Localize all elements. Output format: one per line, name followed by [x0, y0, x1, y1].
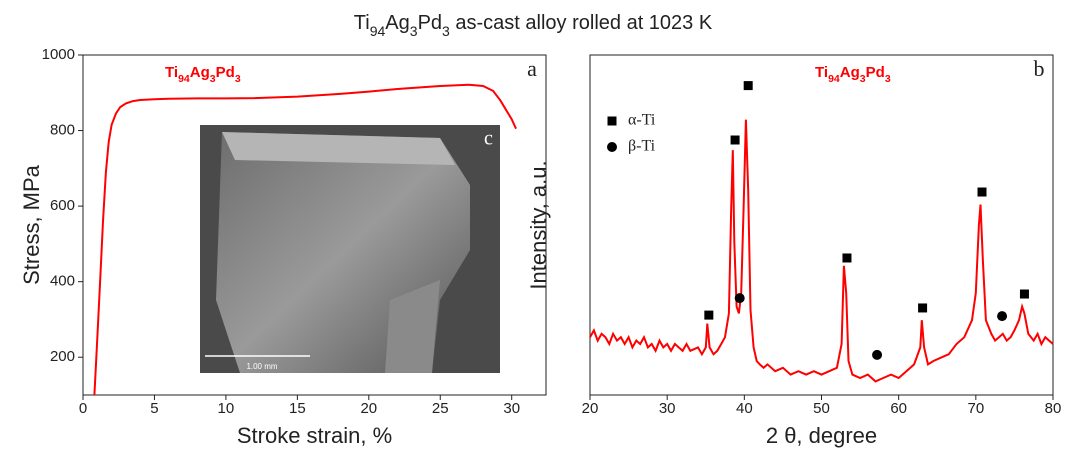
x-tick-label: 0: [79, 400, 87, 417]
x-tick-label: 10: [218, 400, 235, 417]
phase-marker: [731, 136, 740, 145]
x-tick-label: 5: [150, 400, 158, 417]
phase-marker: [997, 311, 1007, 321]
phase-marker: [978, 188, 987, 197]
y-tick-label: 600: [50, 197, 75, 214]
legend-marker: [607, 142, 617, 152]
phase-marker: [918, 303, 927, 312]
x-tick-label: 60: [890, 400, 907, 417]
y-axis-label: Intensity, a.u.: [526, 160, 551, 289]
x-tick-label: 50: [813, 400, 830, 417]
x-tick-label: 40: [736, 400, 753, 417]
y-axis-label: Stress, MPa: [19, 164, 44, 285]
x-tick-label: 30: [659, 400, 676, 417]
panel-label: b: [1034, 56, 1045, 81]
phase-marker: [735, 293, 745, 303]
annotation: Ti94Ag3Pd3: [165, 64, 241, 85]
y-tick-label: 1000: [42, 46, 75, 63]
x-axis-label: 2 θ, degree: [766, 423, 877, 448]
phase-marker: [744, 81, 753, 90]
x-tick-label: 30: [503, 400, 520, 417]
legend-label: α-Ti: [628, 112, 656, 129]
inset-label: c: [484, 128, 493, 150]
x-tick-label: 20: [582, 400, 599, 417]
phase-marker: [1020, 290, 1029, 299]
data-line: [590, 120, 1053, 382]
annotation: Ti94Ag3Pd3: [815, 64, 891, 85]
x-tick-label: 80: [1045, 400, 1062, 417]
plot-frame: [590, 55, 1053, 395]
x-tick-label: 70: [967, 400, 984, 417]
x-tick-label: 20: [360, 400, 377, 417]
x-axis-label: Stroke strain, %: [237, 423, 392, 448]
x-tick-label: 25: [432, 400, 449, 417]
y-tick-label: 200: [50, 348, 75, 365]
y-tick-label: 800: [50, 122, 75, 139]
panel-label: a: [527, 56, 537, 81]
x-tick-label: 15: [289, 400, 306, 417]
phase-marker: [872, 350, 882, 360]
figure-title: Ti94Ag3Pd3 as-cast alloy rolled at 1023 …: [354, 12, 713, 38]
figure: Ti94Ag3Pd3 as-cast alloy rolled at 1023 …: [0, 0, 1067, 449]
inset-image: [200, 125, 500, 373]
phase-marker: [842, 253, 851, 262]
inset-scale: 1.00 mm: [246, 362, 277, 371]
y-tick-label: 400: [50, 273, 75, 290]
phase-marker: [704, 311, 713, 320]
legend-marker: [608, 117, 617, 126]
legend-label: β-Ti: [628, 138, 656, 155]
